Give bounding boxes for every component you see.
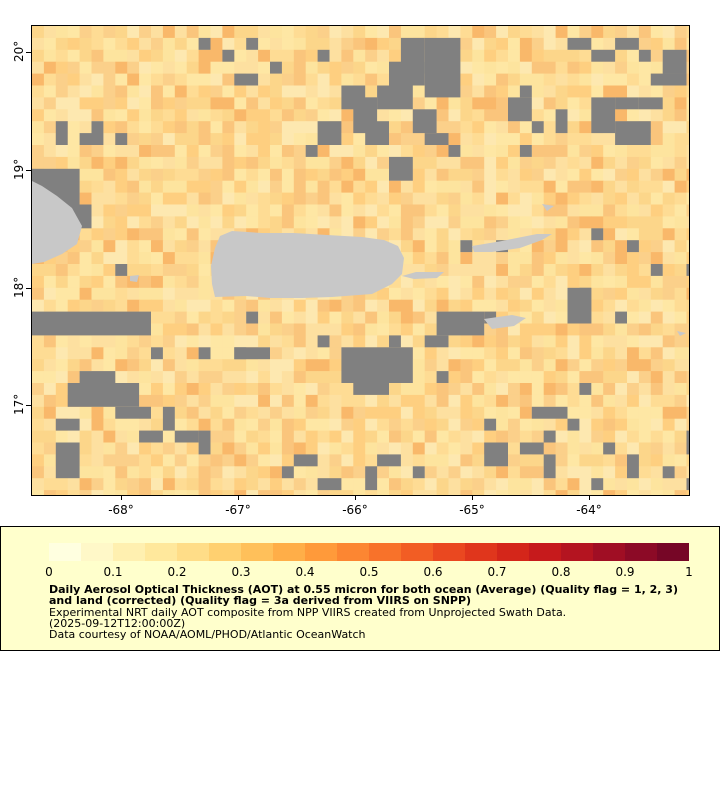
colorbar-swatch — [657, 543, 674, 561]
colorbar-swatch — [401, 543, 418, 561]
legend-description: Experimental NRT daily AOT composite fro… — [49, 606, 567, 619]
x-axis-label: -67° — [225, 503, 251, 517]
x-axis-label: -68° — [108, 503, 134, 517]
colorbar-swatch — [417, 543, 434, 561]
map-raster — [32, 26, 689, 495]
st-croix — [484, 315, 526, 329]
x-axis-label: -65° — [459, 503, 485, 517]
legend-panel: 0 0.1 0.2 0.3 0.4 0.5 0.6 0.7 0.8 0.9 1 Daily Aero… — [0, 526, 720, 651]
legend-title: Daily Aerosol Optical Thickness (AOT) at… — [49, 583, 678, 607]
x-tick — [121, 495, 122, 500]
colorbar-swatch — [193, 543, 210, 561]
colorbar — [49, 543, 689, 561]
colorbar-tick-label: 1 — [685, 565, 693, 579]
y-tick — [26, 170, 31, 171]
puerto-rico — [211, 231, 404, 298]
x-tick — [589, 495, 590, 500]
colorbar-swatch — [353, 543, 370, 561]
colorbar-swatch — [177, 543, 194, 561]
colorbar-swatch — [513, 543, 530, 561]
colorbar-tick-label: 0.9 — [615, 565, 635, 579]
colorbar-swatch — [65, 543, 82, 561]
colorbar-swatch — [449, 543, 466, 561]
colorbar-swatch — [529, 543, 546, 561]
colorbar-tick-label: 0.8 — [551, 565, 571, 579]
legend-credit: Data courtesy of NOAA/AOML/PHOD/Atlantic… — [49, 628, 366, 641]
colorbar-swatch — [209, 543, 226, 561]
colorbar-swatch — [129, 543, 146, 561]
virgin-islands — [472, 234, 552, 252]
colorbar-swatch — [625, 543, 642, 561]
colorbar-tick-label: 0.3 — [231, 565, 251, 579]
colorbar-tick-label: 0.5 — [359, 565, 379, 579]
colorbar-swatch — [577, 543, 594, 561]
x-tick — [355, 495, 356, 500]
colorbar-swatch — [97, 543, 114, 561]
colorbar-swatch — [273, 543, 290, 561]
anegada — [542, 204, 554, 211]
colorbar-swatch — [241, 543, 258, 561]
colorbar-tick-label: 0.7 — [487, 565, 507, 579]
colorbar-swatch — [81, 543, 98, 561]
colorbar-swatch — [641, 543, 658, 561]
colorbar-swatch — [49, 543, 66, 561]
colorbar-swatch — [465, 543, 482, 561]
colorbar-swatch — [385, 543, 402, 561]
mona-island — [130, 275, 139, 282]
x-tick — [238, 495, 239, 500]
colorbar-tick-label: 0.2 — [167, 565, 187, 579]
colorbar-swatch — [561, 543, 578, 561]
small-island — [677, 331, 686, 336]
y-tick — [26, 288, 31, 289]
colorbar-swatch — [497, 543, 514, 561]
colorbar-swatch — [305, 543, 322, 561]
y-axis-label: 20° — [12, 40, 26, 62]
y-axis-label: 19° — [12, 158, 26, 180]
colorbar-swatch — [225, 543, 242, 561]
colorbar-swatch — [257, 543, 274, 561]
colorbar-swatch — [145, 543, 162, 561]
vieques — [402, 272, 444, 279]
y-tick — [26, 52, 31, 53]
y-tick — [26, 405, 31, 406]
colorbar-swatch — [433, 543, 450, 561]
colorbar-swatch — [161, 543, 178, 561]
colorbar-swatch — [369, 543, 386, 561]
x-tick — [472, 495, 473, 500]
colorbar-swatch — [289, 543, 306, 561]
colorbar-tick-label: 0.6 — [423, 565, 443, 579]
legend-timestamp: (2025-09-12T12:00:00Z) — [49, 617, 186, 630]
colorbar-tick-label: 0 — [45, 565, 53, 579]
hispaniola-coast — [32, 181, 82, 264]
colorbar-swatch — [593, 543, 610, 561]
colorbar-swatch — [545, 543, 562, 561]
colorbar-swatch — [609, 543, 626, 561]
y-axis-label: 18° — [12, 276, 26, 298]
y-axis-label: 17° — [12, 393, 26, 415]
x-axis-label: -64° — [576, 503, 602, 517]
colorbar-swatch — [337, 543, 354, 561]
colorbar-swatch — [321, 543, 338, 561]
land-masses — [32, 181, 686, 336]
aot-map — [31, 25, 690, 496]
x-axis-label: -66° — [342, 503, 368, 517]
colorbar-swatch — [113, 543, 130, 561]
colorbar-swatch — [673, 543, 689, 561]
colorbar-tick-label: 0.1 — [103, 565, 123, 579]
colorbar-tick-label: 0.4 — [295, 565, 315, 579]
colorbar-swatch — [481, 543, 498, 561]
